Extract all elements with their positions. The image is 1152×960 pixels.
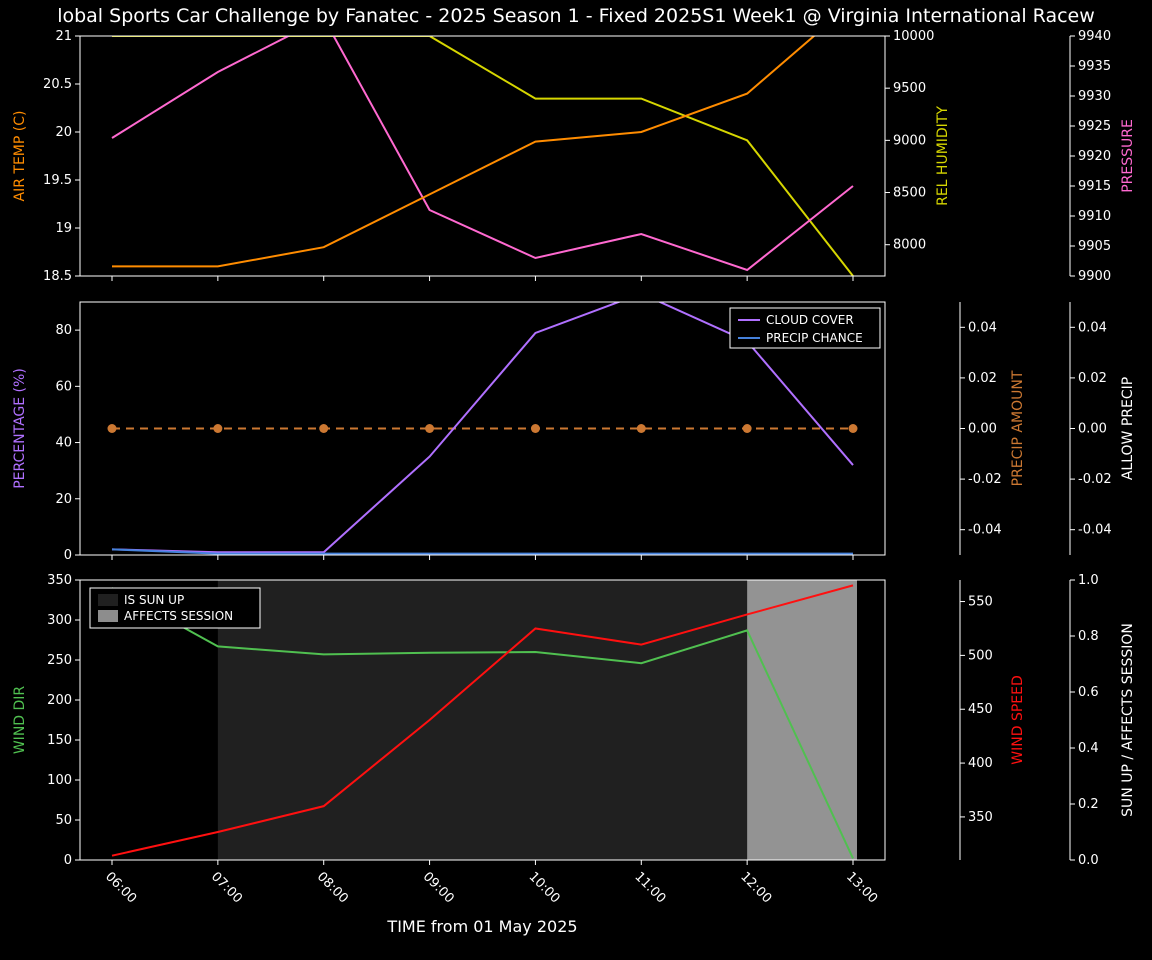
svg-text:0.04: 0.04 (968, 320, 997, 335)
svg-text:0.2: 0.2 (1078, 797, 1099, 812)
svg-text:250: 250 (47, 653, 72, 668)
svg-text:350: 350 (47, 573, 72, 588)
svg-text:0.6: 0.6 (1078, 685, 1099, 700)
svg-text:-0.02: -0.02 (1078, 472, 1112, 487)
svg-text:08:00: 08:00 (314, 869, 351, 906)
axis-label: WIND SPEED (1010, 675, 1026, 764)
svg-text:21: 21 (55, 29, 72, 44)
axis-label: REL HUMIDITY (935, 106, 951, 206)
svg-text:-0.04: -0.04 (968, 523, 1002, 538)
chart-title: lobal Sports Car Challenge by Fanatec - … (57, 5, 1095, 27)
axis-label: AIR TEMP (C) (12, 111, 28, 202)
svg-text:500: 500 (968, 648, 993, 663)
svg-text:9920: 9920 (1078, 149, 1111, 164)
svg-text:9500: 9500 (893, 81, 926, 96)
svg-text:0.0: 0.0 (1078, 853, 1099, 868)
svg-text:09:00: 09:00 (420, 869, 457, 906)
svg-text:0.02: 0.02 (968, 371, 997, 386)
svg-text:0.02: 0.02 (1078, 371, 1107, 386)
axis-label: ALLOW PRECIP (1120, 377, 1136, 480)
axis-label: PERCENTAGE (%) (12, 368, 28, 489)
axis-label: SUN UP / AFFECTS SESSION (1120, 623, 1136, 817)
svg-text:150: 150 (47, 733, 72, 748)
svg-text:0: 0 (64, 853, 72, 868)
svg-text:0: 0 (64, 548, 72, 563)
svg-text:9935: 9935 (1078, 59, 1111, 74)
svg-text:-0.02: -0.02 (968, 472, 1002, 487)
svg-text:0.04: 0.04 (1078, 320, 1107, 335)
svg-text:8000: 8000 (893, 238, 926, 253)
axis-label: WIND DIR (12, 686, 28, 755)
axis-label: PRECIP AMOUNT (1010, 370, 1026, 486)
svg-text:-0.04: -0.04 (1078, 523, 1112, 538)
svg-text:07:00: 07:00 (208, 869, 245, 906)
svg-text:9900: 9900 (1078, 269, 1111, 284)
svg-text:300: 300 (47, 613, 72, 628)
svg-text:9000: 9000 (893, 133, 926, 148)
svg-text:12:00: 12:00 (737, 869, 774, 906)
svg-text:80: 80 (55, 323, 72, 338)
axis-label: PRESSURE (1120, 119, 1136, 193)
svg-text:0.4: 0.4 (1078, 741, 1099, 756)
svg-text:550: 550 (968, 595, 993, 610)
svg-text:0.00: 0.00 (968, 422, 997, 437)
svg-text:9915: 9915 (1078, 179, 1111, 194)
svg-text:20: 20 (55, 492, 72, 507)
svg-text:0.00: 0.00 (1078, 422, 1107, 437)
svg-text:200: 200 (47, 693, 72, 708)
svg-text:18.5: 18.5 (43, 269, 72, 284)
svg-text:60: 60 (55, 379, 72, 394)
svg-text:PRECIP CHANCE: PRECIP CHANCE (766, 331, 863, 345)
svg-text:06:00: 06:00 (102, 869, 139, 906)
svg-text:10:00: 10:00 (526, 869, 563, 906)
svg-text:9910: 9910 (1078, 209, 1111, 224)
svg-text:19: 19 (55, 221, 72, 236)
svg-text:AFFECTS SESSION: AFFECTS SESSION (124, 609, 233, 623)
svg-text:IS SUN UP: IS SUN UP (124, 593, 184, 607)
svg-text:13:00: 13:00 (843, 869, 880, 906)
x-axis-label: TIME from 01 May 2025 (386, 917, 577, 936)
svg-text:400: 400 (968, 756, 993, 771)
svg-text:8500: 8500 (893, 186, 926, 201)
svg-text:9940: 9940 (1078, 29, 1111, 44)
svg-text:100: 100 (47, 773, 72, 788)
svg-text:20: 20 (55, 125, 72, 140)
svg-text:350: 350 (968, 810, 993, 825)
svg-text:50: 50 (55, 813, 72, 828)
svg-text:20.5: 20.5 (43, 77, 72, 92)
svg-text:0.8: 0.8 (1078, 629, 1099, 644)
svg-text:CLOUD COVER: CLOUD COVER (766, 313, 854, 327)
svg-text:40: 40 (55, 436, 72, 451)
svg-text:450: 450 (968, 702, 993, 717)
svg-text:9905: 9905 (1078, 239, 1111, 254)
svg-text:1.0: 1.0 (1078, 573, 1099, 588)
svg-text:19.5: 19.5 (43, 173, 72, 188)
chart-stage: lobal Sports Car Challenge by Fanatec - … (0, 0, 1152, 960)
svg-text:10000: 10000 (893, 29, 934, 44)
chart-svg: lobal Sports Car Challenge by Fanatec - … (0, 0, 1152, 960)
svg-text:9925: 9925 (1078, 119, 1111, 134)
svg-text:11:00: 11:00 (631, 869, 668, 906)
svg-text:9930: 9930 (1078, 89, 1111, 104)
